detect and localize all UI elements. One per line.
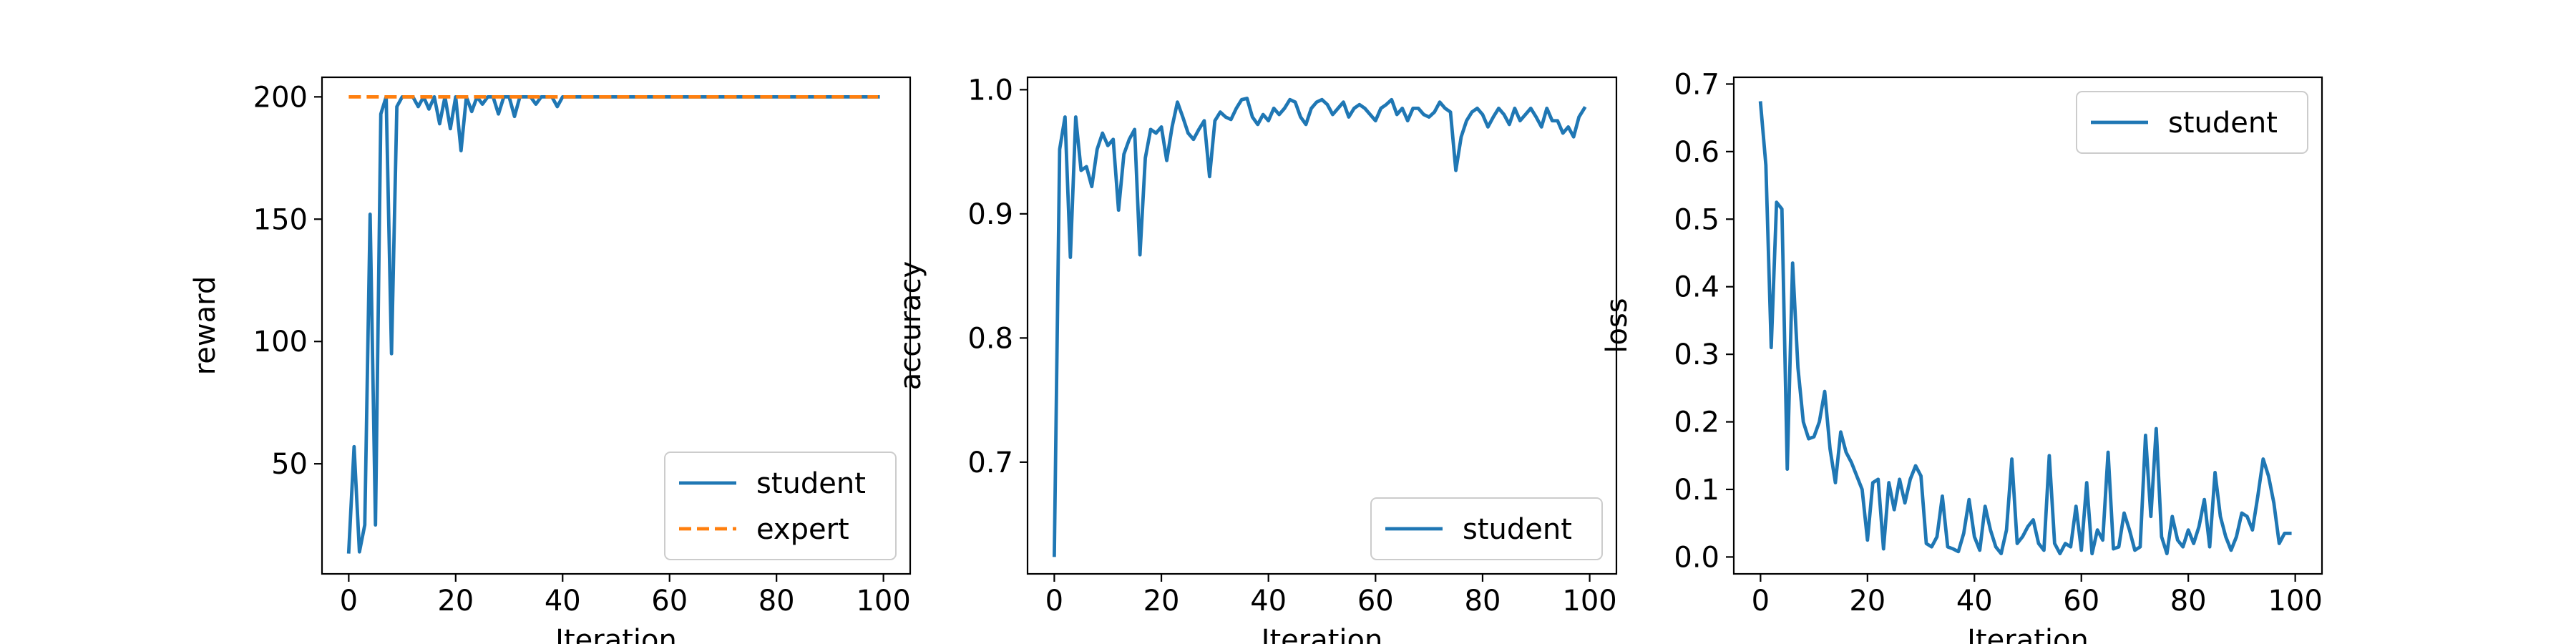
- chart-panel-2: 0 20 40 60 80 100 0.7 0.8 0.9 1.0 Iteration accurac…: [894, 74, 1618, 644]
- y-tick-label: 0.6: [1674, 136, 1719, 169]
- y-tick-label: 100: [253, 326, 308, 358]
- legend-label-student: student: [756, 467, 866, 500]
- legend: student: [1370, 497, 1603, 560]
- legend-label-expert: expert: [756, 513, 849, 546]
- series-line-student: [1052, 97, 1587, 557]
- y-tick-label: 0.5: [1674, 203, 1719, 236]
- y-axis-label: loss: [1601, 298, 1634, 353]
- y-tick-label: 0.0: [1674, 541, 1719, 574]
- x-tick-label: 80: [758, 585, 795, 618]
- x-tick-label: 40: [545, 585, 581, 618]
- x-tick-label: 100: [856, 585, 910, 618]
- x-axis-label: Iteration: [555, 624, 677, 644]
- x-tick-label: 0: [340, 585, 358, 618]
- x-axis-label: Iteration: [1262, 624, 1383, 644]
- y-tick-label: 0.7: [967, 447, 1013, 479]
- x-tick-label: 40: [1956, 585, 1993, 618]
- y-tick-label: 0.7: [1674, 68, 1719, 101]
- y-tick-label: 50: [271, 448, 308, 481]
- legend: student expert: [664, 452, 897, 560]
- y-tick-label: 0.2: [1674, 406, 1719, 439]
- x-tick-label: 20: [1143, 585, 1180, 618]
- chart-panel-1: 0 20 40 60 80 100 50 100 150 200 Iteration reward st…: [189, 76, 912, 644]
- y-tick-label: 150: [253, 203, 308, 236]
- y-tick-label: 0.8: [967, 322, 1013, 355]
- x-tick-label: 20: [437, 585, 474, 618]
- axes-frame: [1026, 76, 1618, 575]
- x-tick-label: 60: [1357, 585, 1394, 618]
- x-tick-label: 60: [2063, 585, 2099, 618]
- x-tick-label: 0: [1045, 585, 1063, 618]
- legend-box: [1370, 497, 1603, 560]
- x-tick-label: 80: [2170, 585, 2207, 618]
- y-tick-label: 0.4: [1674, 271, 1719, 304]
- x-tick-label: 60: [651, 585, 688, 618]
- x-tick-label: 100: [2268, 585, 2322, 618]
- x-tick-label: 20: [1849, 585, 1885, 618]
- legend-label-student: student: [2168, 107, 2278, 140]
- series-line-student: [1758, 101, 2292, 556]
- x-tick-label: 40: [1250, 585, 1287, 618]
- axes-frame: [1732, 76, 2323, 575]
- y-tick-label: 1.0: [967, 74, 1013, 107]
- y-tick-label: 0.3: [1674, 338, 1719, 371]
- y-tick-label: 200: [253, 81, 308, 114]
- x-tick-label: 80: [1465, 585, 1501, 618]
- axes-frame: [321, 76, 912, 575]
- legend: student: [2076, 91, 2308, 154]
- y-axis-label: reward: [189, 276, 222, 376]
- legend-box: [2076, 91, 2308, 154]
- chart-panel-3: 0 20 40 60 80 100 0.0 0.1 0.2 0.3 0.4 0.5 0.6 0.7 Iter…: [1601, 68, 2323, 644]
- x-axis-label: Iteration: [1967, 624, 2089, 644]
- legend-box: [664, 452, 897, 560]
- x-tick-label: 0: [1752, 585, 1770, 618]
- y-tick-label: 0.9: [967, 198, 1013, 231]
- y-tick-label: 0.1: [1674, 474, 1719, 507]
- legend-label-student: student: [1463, 513, 1572, 546]
- y-axis-label: accuracy: [894, 261, 927, 390]
- x-tick-label: 100: [1562, 585, 1616, 618]
